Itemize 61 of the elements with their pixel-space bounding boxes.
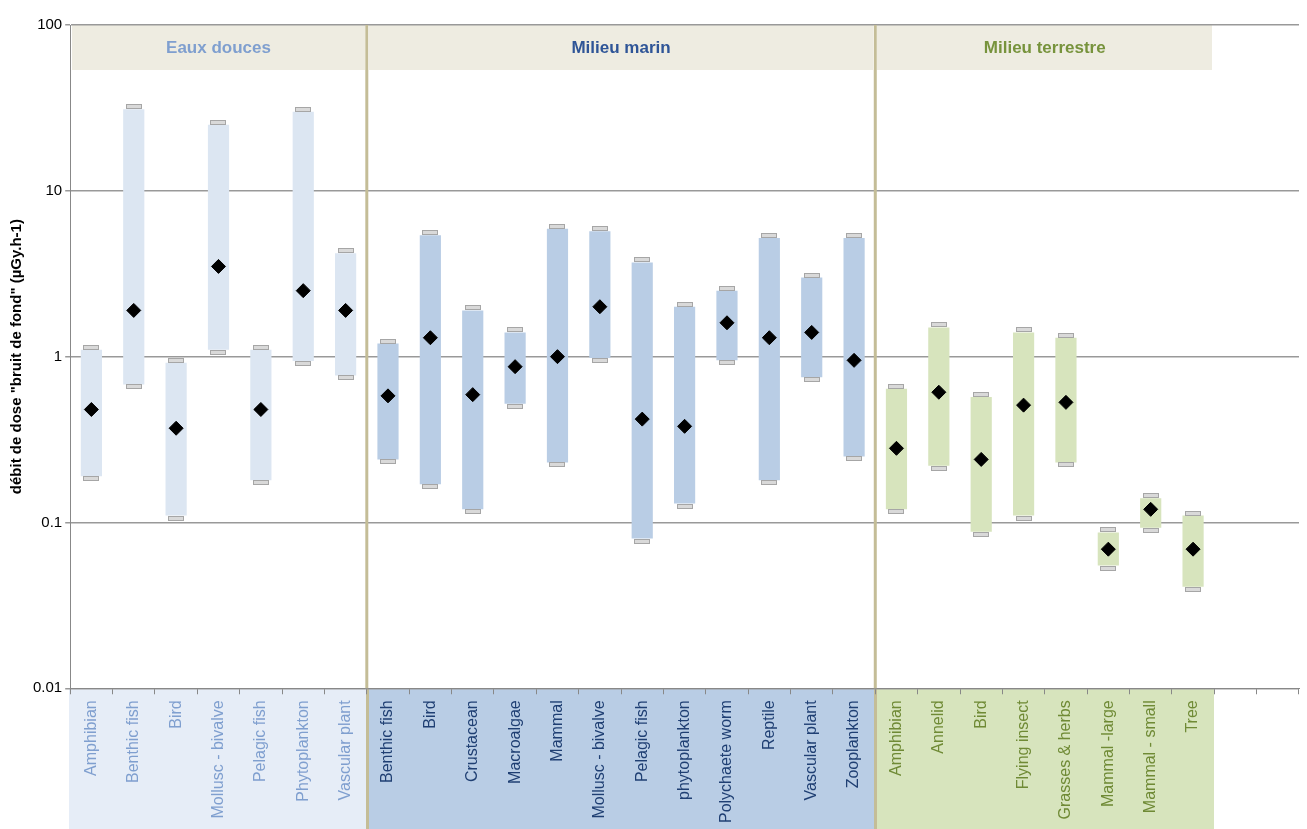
x-tick-label: Mammal - small [1141,700,1159,814]
x-tick-label: Bird [971,700,989,729]
header-panel: Eaux douces [72,25,365,70]
point [931,384,947,400]
x-tick-label: Mammal -large [1098,700,1116,807]
point [677,418,693,434]
point [295,283,311,299]
point [338,302,354,318]
x-tick-label: Benthic fish [378,700,396,783]
point [380,388,396,404]
x-tick-label: Amphibian [886,700,904,776]
y-tick-label: 0.01 [32,678,63,696]
point [422,330,438,346]
x-tick-label: Mollusc - bivalve [590,700,608,819]
point [1058,394,1074,410]
point [253,402,269,417]
point [465,387,481,403]
x-tick-label: Polychaete worm [717,700,735,823]
point [126,302,142,318]
x-tick-label: Macroalgae [505,700,523,784]
x-tick-label: Zooplankton [844,700,862,789]
y-tick-label: 10 [45,180,63,198]
point [761,330,777,346]
x-tick-label: Bird [166,700,184,729]
x-tick-label: Phytoplankton [293,700,311,802]
x-tick-label: Vascular plant [802,699,820,801]
point [1185,541,1201,557]
header-panel: Milieu marin [368,25,874,70]
point [888,440,904,456]
x-tick-label: Crustacean [463,700,481,783]
point [549,349,565,365]
x-tick-label: Bird [420,700,438,729]
x-tick-label: Benthic fish [124,700,142,783]
x-tick-label: Reptile [759,700,777,751]
x-tick-label: Flying insect [1013,699,1031,790]
point [719,315,735,331]
x-tick-label: Mammal [547,700,565,762]
point [634,411,650,427]
point [1016,397,1032,413]
x-tick-label: Pelagic fish [632,700,650,783]
x-tick-label: phytoplankton [675,700,692,800]
point [211,258,226,274]
y-tick-label: 100 [37,15,63,33]
x-tick-label: Grasses & herbs [1056,700,1074,820]
x-tick-label: Amphibian [81,700,99,776]
x-tick-label: Mollusc - bivalve [208,700,226,819]
point [592,299,608,315]
y-tick-label: 1 [53,346,63,364]
x-tick-label: Vascular plant [336,699,354,801]
y-axis-title: débit de dose "bruit de fond" (µGy.h-1) [7,219,25,495]
y-tick-label: 0.1 [41,512,63,530]
header-panel: Milieu terrestre [877,25,1213,70]
point [83,402,99,417]
point [804,324,820,340]
point [507,359,523,375]
x-tick-label: Tree [1183,700,1201,733]
x-tick-label: Annelid [929,700,947,754]
point [846,352,862,368]
x-tick-label: Pelagic fish [251,700,269,783]
point [168,420,184,436]
point [973,451,989,467]
